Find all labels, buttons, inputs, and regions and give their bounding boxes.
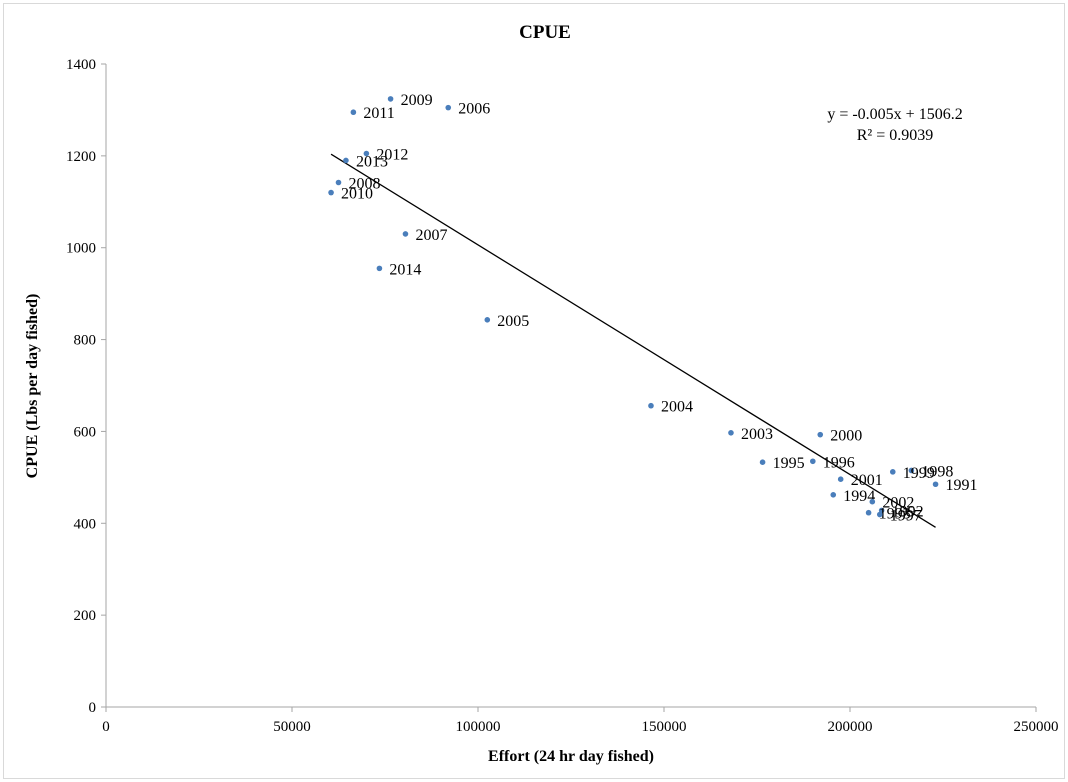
data-point-2010: [328, 189, 334, 196]
data-point-2013: [343, 157, 349, 164]
data-point-2000: [817, 431, 824, 438]
data-point-1997: [876, 511, 883, 518]
data-point-1991: [932, 481, 939, 488]
data-point-1995: [759, 459, 766, 466]
data-label-2008: 2008: [349, 175, 381, 192]
scatter-chart: CPUE 0 200 400 600 800 1000 1200 1400 0 50000 100…: [24, 22, 1059, 765]
data-point-2011: [350, 109, 357, 116]
data-label-1995: 1995: [773, 455, 805, 472]
data-point-1993: [865, 509, 872, 516]
data-point-2014: [376, 265, 383, 272]
data-label-2009: 2009: [401, 92, 433, 109]
x-tick-label: 50000: [273, 719, 311, 735]
y-axis-title: CPUE (Lbs per day fished): [24, 294, 41, 479]
x-tick-label: 100000: [456, 719, 501, 735]
y-tick-label: 0: [89, 700, 97, 716]
x-tick-label: 200000: [828, 719, 873, 735]
data-label-1999: 1999: [903, 465, 935, 482]
x-tick-label: 0: [102, 719, 110, 735]
data-label-2002: 2002: [882, 495, 914, 512]
data-label-2013: 2013: [356, 153, 388, 170]
data-label-1994: 1994: [843, 488, 875, 505]
data-label-2014: 2014: [389, 261, 421, 278]
axes: [105, 64, 1036, 708]
data-label-2007: 2007: [415, 227, 447, 244]
trendline: [330, 153, 936, 528]
data-point-2008: [335, 179, 342, 186]
data-label-1992: 1992: [892, 503, 924, 520]
data-point-2003: [728, 430, 734, 436]
data-label-1998: 1998: [921, 463, 953, 480]
x-axis-title: Effort (24 hr day fished): [488, 748, 654, 765]
data-label-2005: 2005: [497, 313, 529, 330]
chart-title: CPUE: [519, 22, 571, 43]
y-tick-label: 1000: [66, 241, 96, 257]
chart-frame: CPUE 0 200 400 600 800 1000 1200 1400 0 50000 100…: [3, 3, 1065, 779]
data-label-1996: 1996: [823, 454, 855, 471]
data-point-2005: [484, 317, 491, 323]
y-tick-label: 600: [74, 424, 97, 440]
y-tick-label: 400: [74, 516, 97, 532]
r-squared-label: R² = 0.9039: [857, 127, 934, 144]
data-point-1998: [908, 467, 915, 474]
data-point-2001: [837, 476, 844, 482]
data-label-2004: 2004: [661, 399, 693, 416]
x-tick-label: 250000: [1014, 719, 1059, 735]
x-tick-label: 150000: [642, 719, 687, 735]
data-point-1994: [830, 492, 837, 498]
data-point-2009: [387, 96, 394, 102]
y-tick-label: 1400: [66, 57, 96, 73]
data-label-2000: 2000: [830, 428, 862, 445]
y-tick-label: 1200: [66, 149, 96, 165]
data-point-2007: [402, 231, 409, 237]
y-tick-label: 800: [74, 333, 97, 349]
data-label-2011: 2011: [363, 105, 394, 122]
data-point-2006: [445, 104, 452, 111]
data-label-1993: 1993: [879, 506, 911, 523]
trendline-equation: y = -0.005x + 1506.2: [827, 106, 962, 123]
data-point-1999: [889, 469, 896, 475]
y-ticks: 0 200 400 600 800 1000 1200 1400: [66, 57, 106, 716]
data-label-2003: 2003: [741, 426, 773, 443]
data-point-2002: [869, 498, 876, 505]
data-point-2012: [363, 150, 370, 157]
data-label-2010: 2010: [341, 186, 373, 203]
data-point-1996: [810, 458, 816, 465]
data-label-1991: 1991: [946, 477, 978, 494]
data-label-2006: 2006: [458, 101, 490, 118]
data-label-2001: 2001: [851, 472, 883, 489]
data-label-2012: 2012: [376, 147, 408, 164]
data-point-2004: [648, 402, 654, 409]
data-label-1997: 1997: [890, 508, 922, 525]
y-tick-label: 200: [74, 608, 97, 624]
x-ticks: 0 50000 100000 150000 200000 250000: [102, 707, 1059, 735]
